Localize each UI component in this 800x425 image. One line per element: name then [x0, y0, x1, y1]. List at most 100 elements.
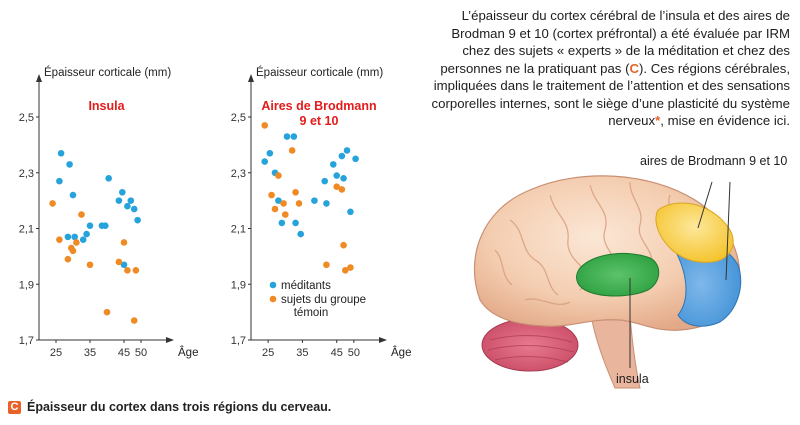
chart-1-point-meditants [120, 261, 128, 269]
chart-2-point-controls [340, 241, 347, 249]
insula-region [576, 252, 660, 297]
chart-2-y-tick-label: 1,9 [231, 279, 246, 291]
chart-2-point-controls [323, 261, 330, 269]
chart-2-y-tick-label: 2,1 [231, 224, 246, 236]
chart-1-point-meditants [57, 149, 65, 157]
brodmann-pointer-1 [697, 181, 713, 229]
brodmann-label: aires de Brodmann 9 et 10 [640, 154, 788, 168]
chart-2-title: 9 et 10 [300, 114, 339, 128]
chart-2-y-tick-label: 2,3 [231, 168, 246, 180]
chart-1-point-controls [103, 308, 111, 316]
chart-2-legend-label-cont: témoin [294, 307, 329, 319]
chart-2-point-controls [338, 186, 346, 193]
figure-c-reference: C [629, 60, 639, 76]
chart-1-y-tick-label: 1,7 [19, 335, 34, 347]
chart-2-y-arrow [248, 74, 254, 82]
chart-2-point-meditants [352, 155, 359, 163]
chart-2-title: Aires de Brodmann [261, 99, 376, 113]
chart-2-y-tick-label: 1,7 [231, 335, 246, 347]
chart-1-title: Insula [88, 99, 125, 113]
chart-2-point-meditants [340, 175, 347, 182]
chart-1-point-controls [120, 239, 128, 246]
chart-1-point-controls [78, 211, 85, 218]
chart-2-point-meditants [266, 149, 274, 157]
chart-2-point-controls [281, 211, 289, 218]
chart-1-y-tick-label: 2,5 [19, 112, 34, 124]
chart-2-legend-label: méditants [281, 280, 331, 292]
chart-2-point-meditants [297, 230, 305, 238]
chart-1-point-meditants [56, 177, 63, 185]
charts-area: Épaisseur corticale (mm) Âge 1,7 1,9 2,1 2,3 2… [0, 0, 430, 390]
chart-1-point-controls [69, 247, 77, 255]
chart-2-point-meditants [347, 208, 354, 216]
chart-1-point-meditants [115, 197, 123, 204]
caption-text: Épaisseur du cortex dans trois régions d… [27, 400, 332, 414]
chart-1-point-meditants [119, 188, 126, 196]
description-part-1: L’épaisseur du cortex cérébral de l’insu… [440, 8, 790, 76]
chart-2-point-controls [295, 200, 303, 207]
chart-2-point-meditants [323, 200, 330, 207]
chart-1-x-tick-label: 45 [118, 347, 130, 359]
chart-2-point-meditants [311, 197, 318, 204]
chart-1-x-label: Âge [178, 346, 198, 359]
chart-2-point-meditants [292, 219, 299, 227]
chart-1-y-arrow [36, 74, 42, 82]
description-text: L’épaisseur du cortex cérébral de l’insu… [428, 7, 790, 130]
chart-2-x-tick-label: 25 [262, 347, 274, 359]
chart-2-point-controls [271, 205, 279, 213]
chart-1-x-tick-label: 35 [84, 347, 96, 359]
chart-2-point-controls [261, 122, 269, 129]
glossary-star: * [655, 113, 661, 128]
insula-label: insula [616, 372, 649, 386]
chart-1-point-meditants [79, 236, 87, 243]
chart-2-legend-marker [269, 295, 277, 303]
chart-2-x-label: Âge [391, 346, 411, 359]
chart-2-point-meditants [275, 197, 282, 204]
chart-2-legend-label: sujets du groupe [281, 294, 366, 306]
chart-1-point-meditants [83, 230, 90, 238]
chart-1-point-controls [64, 255, 72, 263]
chart-1-point-controls [73, 239, 80, 246]
chart-1-point-meditants [102, 222, 109, 230]
brodmann-pointer-2 [725, 181, 731, 281]
chart-2-point-controls [341, 267, 349, 274]
chart-1-point-controls [86, 261, 94, 269]
chart-2-x-tick-label: 50 [348, 347, 360, 359]
chart-1-x-tick-label: 25 [50, 347, 62, 359]
chart-1-point-meditants [127, 197, 135, 204]
chart-2-point-controls [280, 200, 287, 207]
chart-1-point-meditants [64, 233, 72, 241]
chart-2-point-meditants [321, 177, 329, 185]
chart-2-point-controls [288, 147, 296, 154]
charts-svg: Épaisseur corticale (mm) Âge 1,7 1,9 2,1 2,3 2… [19, 66, 412, 359]
chart-2-point-controls [333, 183, 341, 190]
chart-1-point-controls [115, 258, 123, 266]
chart-2-point-meditants [283, 133, 291, 140]
chart-2-point-meditants [278, 219, 286, 227]
brainstem-shape [589, 309, 641, 389]
description-part-2: ). Ces régions cérébrales, impliquées da… [431, 60, 790, 129]
chart-1-point-controls [124, 267, 131, 274]
chart-2-x-tick-label: 35 [296, 347, 308, 359]
chart-2-legend-marker [269, 281, 277, 289]
chart-2-y-tick-label: 2,5 [231, 112, 246, 124]
chart-2-x-tick-label: 45 [331, 347, 343, 359]
chart-1-point-meditants [69, 191, 77, 199]
chart-2-point-controls [292, 188, 299, 196]
chart-2-point-controls [275, 172, 282, 179]
chart-1-point-meditants [66, 161, 73, 168]
chart-2-point-meditants [333, 172, 341, 179]
chart-1-point-meditants [71, 233, 78, 241]
chart-1-y-tick-label: 2,1 [19, 224, 34, 236]
chart-1-point-controls [132, 267, 140, 274]
brain-drawing [473, 175, 742, 389]
chart-2-point-controls [347, 264, 354, 271]
description-part-3: , mise en évidence ici. [660, 113, 790, 128]
chart-2-point-meditants [338, 152, 346, 160]
caption-badge: C [8, 400, 21, 414]
chart-1-point-meditants [86, 222, 94, 230]
chart-2-point-meditants [343, 147, 351, 154]
chart-1-x-tick-label: 50 [135, 347, 147, 359]
chart-1-point-meditants [105, 175, 112, 182]
chart-2-point-controls [268, 191, 275, 199]
